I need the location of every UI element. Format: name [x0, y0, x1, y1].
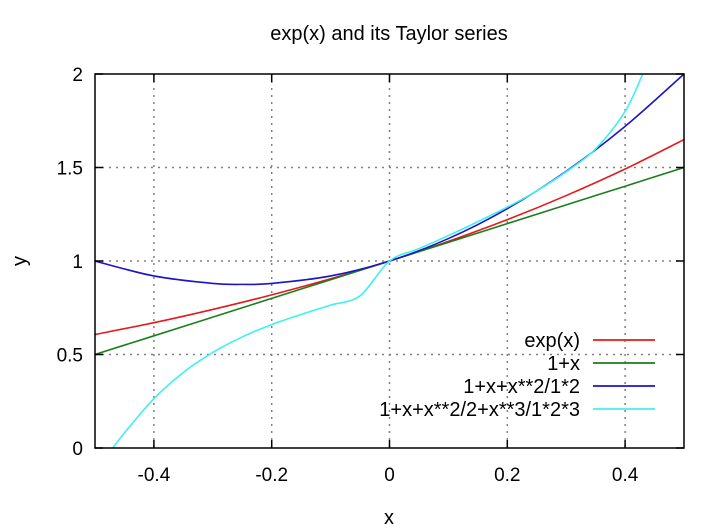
chart-title: exp(x) and its Taylor series: [270, 23, 508, 45]
y-tick-label: 0.5: [57, 346, 83, 367]
x-tick-label: 0.4: [612, 465, 639, 486]
x-tick-label: -0.2: [255, 465, 288, 486]
series-group: [95, 74, 684, 448]
y-tick-label: 2: [72, 65, 83, 86]
legend-label: 1+x+x**2/1*2: [463, 376, 580, 398]
ticks: -0.4 -0.2 0 0.2 0.4 0 0.5 1 1.5 2: [57, 65, 684, 486]
series-line-1-x-x-2-2-x-3-1-2-3: [112, 74, 644, 448]
legend-label: exp(x): [524, 330, 580, 352]
legend-label: 1+x: [547, 353, 580, 375]
x-tick-label: 0: [384, 465, 395, 486]
y-tick-label: 1.5: [57, 159, 83, 180]
y-tick-label: 0: [72, 439, 83, 460]
x-tick-label: 0.2: [494, 465, 520, 486]
y-tick-label: 1: [72, 252, 83, 273]
x-tick-label: -0.4: [138, 465, 171, 486]
legend-label: 1+x+x**2/2+x**3/1*2*3: [379, 399, 580, 421]
x-axis-label: x: [384, 507, 394, 529]
y-axis-label: y: [9, 256, 31, 266]
legend: exp(x)1+x1+x+x**2/1*21+x+x**2/2+x**3/1*2…: [379, 330, 655, 421]
